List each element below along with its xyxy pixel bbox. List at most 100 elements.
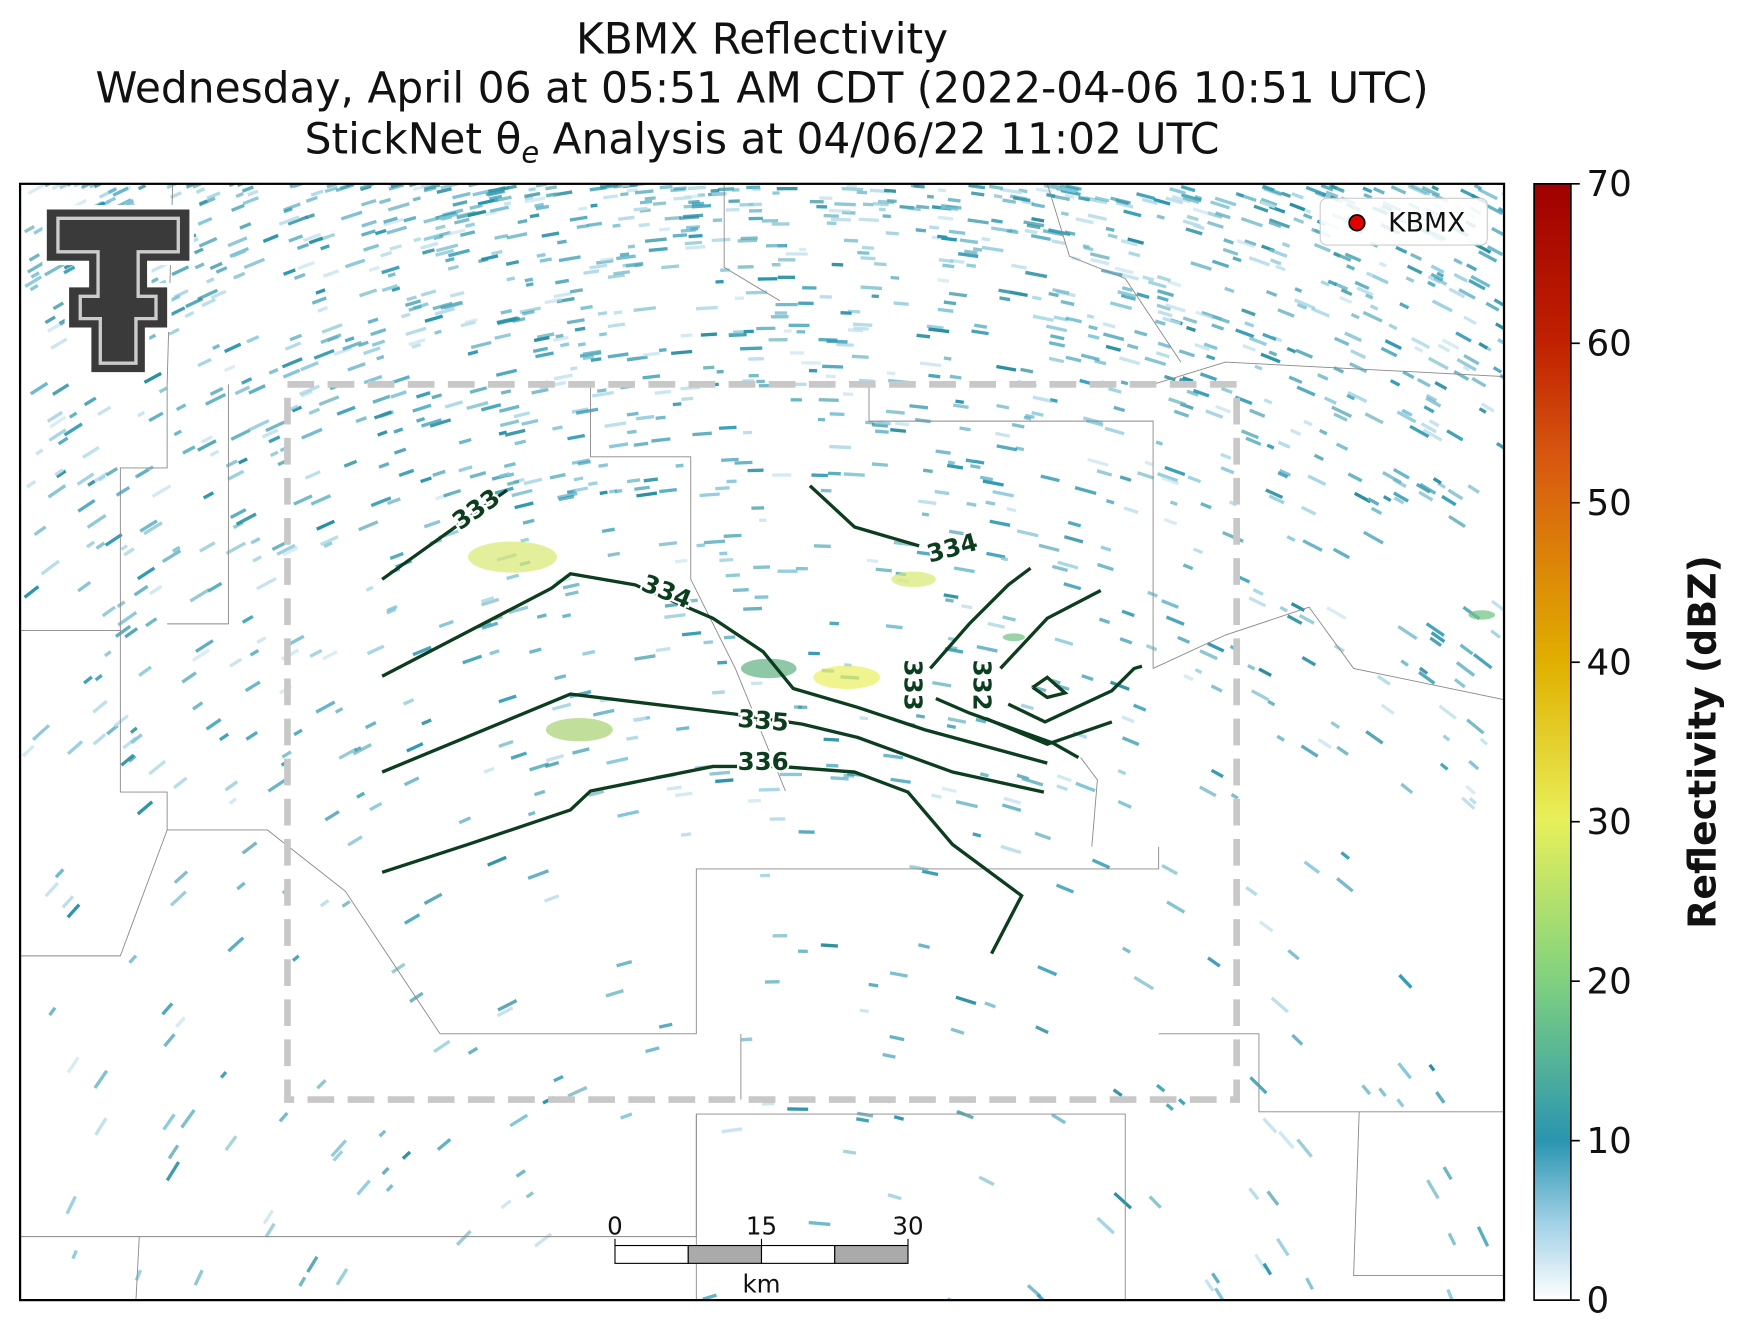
- radar-echo: [1268, 218, 1291, 229]
- radar-echo: [197, 216, 213, 226]
- radar-echo: [443, 488, 462, 498]
- radar-echo: [212, 343, 221, 350]
- radar-echo: [1310, 307, 1330, 318]
- radar-echo: [305, 213, 316, 220]
- radar-echo: [555, 333, 564, 339]
- radar-echo: [230, 428, 251, 441]
- county-lines: [20, 183, 1505, 1301]
- radar-echo: [1192, 207, 1215, 217]
- radar-echo: [573, 476, 584, 482]
- radar-echo: [822, 364, 844, 369]
- radar-echo: [403, 215, 417, 223]
- radar-echo: [227, 236, 248, 248]
- radar-echo: [1446, 429, 1464, 442]
- radar-echo: [1235, 328, 1255, 339]
- radar-echo: [241, 841, 258, 855]
- radar-echo: [1426, 1179, 1440, 1200]
- radar-echo: [308, 236, 324, 245]
- radar-echo: [996, 444, 1018, 452]
- radar-echo: [1423, 405, 1435, 414]
- radar-echo: [115, 486, 131, 497]
- radar-echo: [209, 449, 220, 457]
- radar-echo: [1428, 419, 1440, 428]
- radar-echo: [772, 473, 792, 477]
- radar-echo: [955, 800, 978, 809]
- radar-echo: [243, 257, 266, 270]
- radar-echo: [449, 290, 465, 298]
- radar-echo: [334, 707, 344, 714]
- radar-echo: [1380, 703, 1395, 715]
- radar-echo: [356, 791, 366, 799]
- radar-echo: [1002, 198, 1017, 204]
- radar-echo: [855, 1117, 870, 1123]
- radar-echo: [386, 497, 401, 506]
- radar-echo: [76, 472, 95, 486]
- radar-echo: [745, 290, 768, 295]
- radar-echo: [470, 340, 492, 350]
- radar-echo: [856, 1111, 874, 1118]
- radar-echo: [583, 269, 600, 275]
- radar-echo: [1405, 276, 1415, 283]
- radar-echo: [1156, 295, 1169, 302]
- radar-echo: [385, 1184, 394, 1193]
- radar-echo: [1465, 784, 1477, 795]
- radar-echo: [506, 276, 516, 282]
- radar-echo: [922, 468, 933, 474]
- radar-echo: [1265, 289, 1278, 298]
- radar-echo: [827, 471, 841, 476]
- radar-echo: [571, 458, 590, 465]
- radar-echo: [256, 636, 267, 645]
- radar-echo: [1182, 196, 1200, 204]
- radar-echo: [598, 332, 607, 337]
- radar-echo: [1164, 374, 1176, 382]
- radar-echo: [478, 257, 489, 264]
- radar-echo: [938, 188, 947, 193]
- radar-echo: [1399, 302, 1410, 310]
- legend-marker: [1348, 214, 1366, 232]
- radar-echo: [549, 472, 566, 480]
- radar-echo: [248, 384, 266, 395]
- radar-echo: [1431, 299, 1453, 313]
- radar-echo: [1165, 1103, 1174, 1112]
- radar-echo: [684, 194, 702, 199]
- radar-echo: [1390, 185, 1407, 195]
- radar-echo: [104, 533, 123, 547]
- radar-echo: [715, 279, 724, 284]
- radar-echo: [405, 326, 427, 337]
- radar-echo: [764, 980, 780, 984]
- radar-echo: [269, 450, 279, 458]
- radar-echo: [1187, 475, 1202, 484]
- radar-echo: [1354, 280, 1370, 291]
- radar-echo: [1105, 226, 1115, 233]
- radar-echo: [161, 549, 182, 563]
- radar-echo: [1220, 452, 1232, 460]
- radar-echo: [364, 721, 377, 730]
- radar-echo: [291, 405, 303, 413]
- radar-echo: [1155, 1083, 1166, 1093]
- scale-bar-segment: [834, 1244, 909, 1264]
- radar-echo: [47, 484, 67, 499]
- radar-echo: [372, 394, 391, 404]
- radar-echo: [302, 232, 322, 243]
- radar-echo: [169, 191, 182, 200]
- radar-echo: [1136, 192, 1155, 201]
- radar-echo: [356, 1179, 371, 1196]
- radar-echo: [1313, 242, 1331, 253]
- radar-echo: [1205, 354, 1216, 361]
- radar-echo: [129, 726, 138, 734]
- radar-echo: [726, 479, 737, 484]
- radar-echo: [956, 1109, 974, 1120]
- radar-echo: [885, 624, 903, 630]
- radar-echo: [494, 233, 509, 240]
- radar-echo: [366, 644, 385, 656]
- radar-echo: [760, 873, 771, 878]
- radar-echo: [553, 335, 569, 342]
- radar-echo: [613, 270, 631, 276]
- radar-echo: [940, 205, 959, 212]
- radar-echo: [1001, 803, 1022, 812]
- radar-echo: [529, 762, 550, 772]
- radar-echo: [596, 388, 607, 393]
- radar-echo: [1262, 1117, 1278, 1134]
- colorbar-tick-label: 50: [1586, 483, 1631, 524]
- radar-echo: [682, 213, 704, 219]
